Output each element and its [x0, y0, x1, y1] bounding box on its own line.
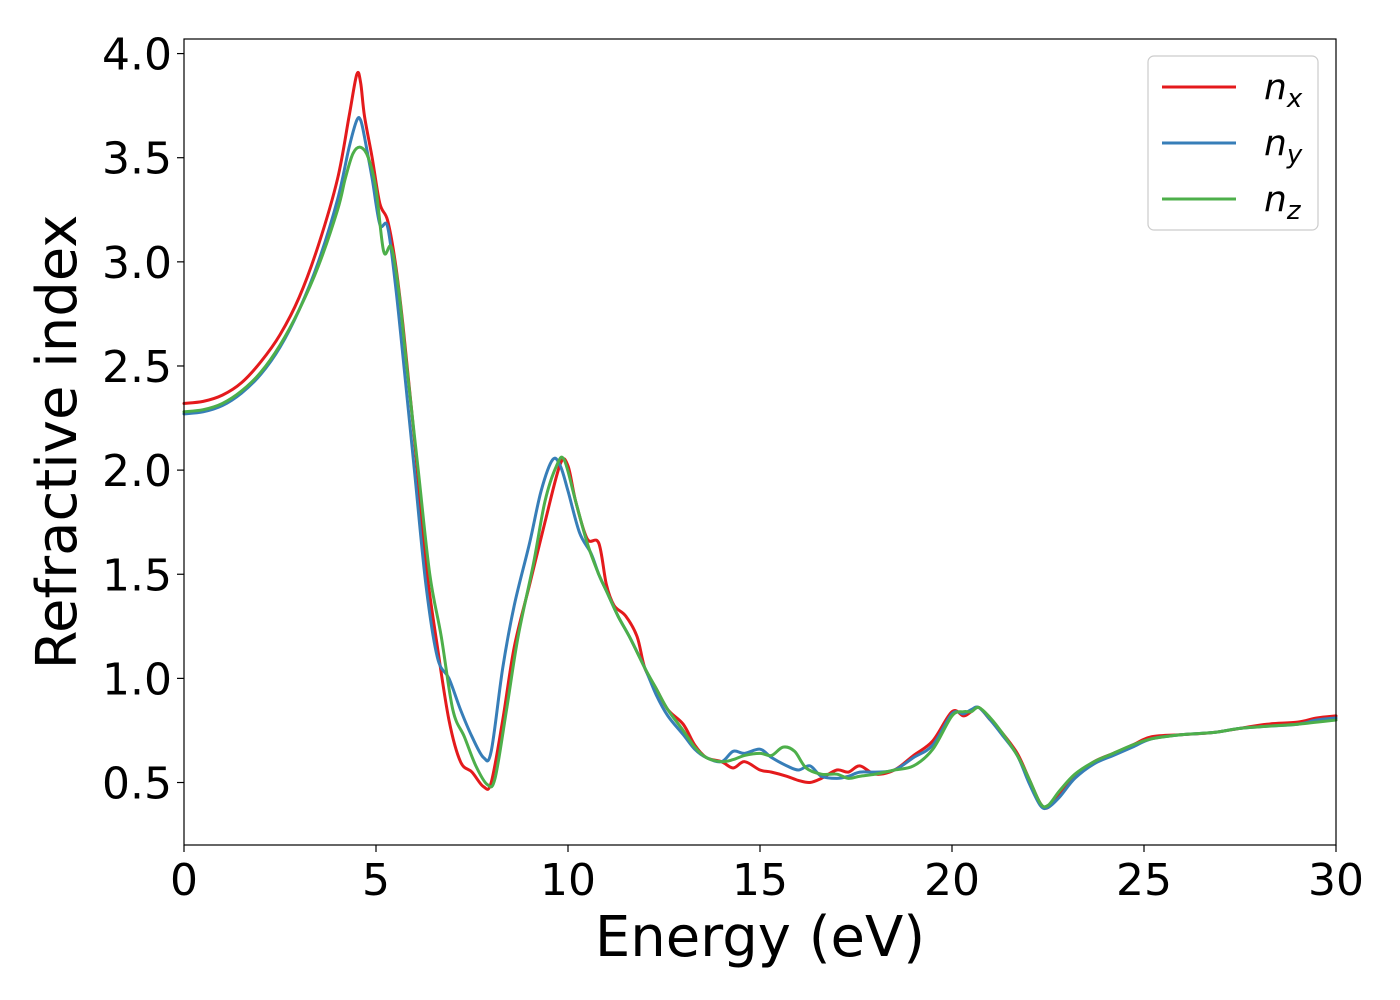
y-tick-label: 3.0	[102, 238, 172, 289]
legend-label-nz: nz	[1264, 179, 1302, 226]
legend-entries: nx ny nz	[1162, 67, 1303, 226]
series-lines	[182, 70, 1338, 811]
legend-label-ny: ny	[1264, 123, 1303, 170]
series-line-nz	[182, 145, 1338, 809]
x-tick-label: 30	[1308, 855, 1364, 906]
x-tick-label: 10	[540, 855, 596, 906]
x-axis-ticks: 0 5 10 15 20 25 30	[170, 845, 1364, 906]
y-tick-label: 2.0	[102, 446, 172, 497]
legend: nx ny nz	[1147, 55, 1319, 231]
y-tick-label: 3.5	[102, 134, 172, 185]
x-tick-label: 15	[732, 855, 788, 906]
x-tick-label: 0	[170, 855, 198, 906]
y-tick-label: 1.5	[102, 550, 172, 601]
y-tick-label: 0.5	[102, 759, 172, 810]
x-axis-label: Energy (eV)	[595, 905, 925, 970]
x-tick-label: 5	[362, 855, 390, 906]
y-tick-label: 1.0	[102, 654, 172, 705]
y-tick-label: 2.5	[102, 342, 172, 393]
x-tick-label: 25	[1116, 855, 1172, 906]
x-tick-label: 20	[924, 855, 980, 906]
y-tick-label: 4.0	[102, 30, 172, 81]
y-axis-label: Refractive index	[25, 215, 90, 670]
legend-label-nx: nx	[1264, 67, 1303, 114]
y-axis-ticks: 0.5 1.0 1.5 2.0 2.5 3.0 3.5 4.0	[102, 30, 184, 810]
